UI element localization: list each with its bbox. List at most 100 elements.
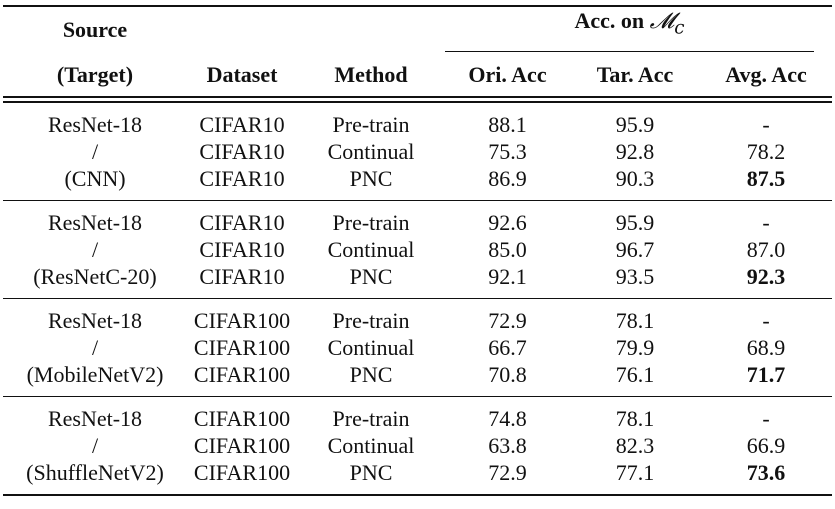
avg-acc-cell: - — [762, 308, 770, 334]
header-row-1: Source Acc. on 𝓜c — [3, 4, 832, 53]
table-body: ResNet-18 CIFAR10 Pre-train 88.1 95.9 - / CIFAR… — [3, 103, 832, 497]
dataset-cell: CIFAR100 — [193, 335, 291, 361]
header-avg-acc: Avg. Acc — [725, 61, 807, 87]
source-cell: ResNet-18 — [47, 112, 143, 138]
tar-acc-cell: 79.9 — [615, 335, 655, 361]
source-cell: (MobileNetV2) — [26, 362, 164, 388]
source-cell: ResNet-18 — [47, 308, 143, 334]
acc-group-math: 𝓜c — [649, 9, 685, 38]
table-row: (CNN) CIFAR10 PNC 86.9 90.3 87.5 — [3, 165, 832, 201]
acc-group-symbol: 𝓜 — [649, 9, 675, 34]
method-cell: PNC — [349, 166, 393, 192]
dataset-cell: CIFAR10 — [199, 237, 285, 263]
header-double-rule — [3, 96, 832, 104]
dataset-cell: CIFAR100 — [187, 459, 297, 497]
avg-acc-cell: 92.3 — [746, 264, 786, 290]
tar-acc-cell: 95.9 — [615, 112, 655, 138]
method-cell: Pre-train — [332, 308, 410, 334]
table-row: / CIFAR100 Continual 66.7 79.9 68.9 — [3, 334, 832, 361]
header-source: Source — [3, 4, 187, 53]
avg-acc-cell: 87.5 — [746, 166, 786, 192]
method-cell: Pre-train — [332, 210, 410, 236]
separator-cell — [3, 396, 832, 398]
method-cell: Continual — [327, 433, 415, 459]
source-cell: / — [91, 237, 99, 263]
table-row: / CIFAR10 Continual 85.0 96.7 87.0 — [3, 236, 832, 263]
avg-acc-cell: - — [762, 406, 770, 432]
dataset-cell: CIFAR100 — [193, 308, 291, 334]
acc-group-subscript: c — [674, 17, 685, 39]
dataset-cell: CIFAR100 — [193, 362, 291, 388]
ori-acc-cell: 75.3 — [488, 139, 527, 165]
source-cell: (ResNetC-20) — [33, 264, 157, 290]
header-target: (Target) — [56, 61, 134, 87]
avg-acc-cell: 66.9 — [746, 433, 786, 459]
results-table: Source Acc. on 𝓜c (Target) Dataset Metho… — [3, 4, 832, 497]
table-row: ResNet-18 CIFAR10 Pre-train 92.6 95.9 - — [3, 201, 832, 236]
ori-acc-cell: 88.1 — [488, 112, 527, 138]
avg-acc-cell: - — [762, 210, 770, 236]
ori-acc-cell: 70.8 — [488, 362, 527, 388]
method-cell: Pre-train — [332, 406, 410, 432]
ori-acc-cell: 92.6 — [488, 210, 527, 236]
tar-acc-cell: 78.1 — [615, 406, 655, 432]
header-row-2: (Target) Dataset Method Ori. Acc Tar. Ac… — [3, 52, 832, 96]
tar-acc-cell: 95.9 — [615, 210, 655, 236]
tar-acc-cell: 76.1 — [615, 362, 655, 388]
header-dataset: Dataset — [206, 61, 278, 87]
dataset-cell: CIFAR10 — [199, 210, 285, 236]
group-separator — [3, 200, 832, 202]
dataset-cell: CIFAR10 — [199, 112, 285, 138]
source-cell: (CNN) — [64, 166, 126, 192]
source-cell: / — [91, 139, 99, 165]
dataset-cell: CIFAR10 — [199, 139, 285, 165]
tar-acc-cell: 78.1 — [615, 308, 655, 334]
avg-acc-cell: 78.2 — [746, 139, 786, 165]
tar-acc-cell: 90.3 — [615, 166, 655, 192]
group-separator — [3, 298, 832, 300]
ori-acc-cell: 72.9 — [445, 459, 570, 497]
ori-acc-cell: 74.8 — [488, 406, 527, 432]
avg-acc-cell: 87.0 — [746, 237, 786, 263]
method-cell: PNC — [297, 459, 445, 497]
table-row: / CIFAR10 Continual 75.3 92.8 78.2 — [3, 138, 832, 165]
tar-acc-cell: 82.3 — [615, 433, 655, 459]
table-row: ResNet-18 CIFAR10 Pre-train 88.1 95.9 - — [3, 103, 832, 138]
separator-cell — [3, 298, 832, 300]
ori-acc-cell: 92.1 — [488, 264, 527, 290]
ori-acc-cell: 66.7 — [488, 335, 527, 361]
tar-acc-cell: 77.1 — [570, 459, 700, 497]
rule-line-2 — [3, 101, 832, 104]
avg-acc-cell: - — [762, 112, 770, 138]
acc-group-label: Acc. on 𝓜c — [445, 7, 814, 53]
table-row: ResNet-18 CIFAR100 Pre-train 74.8 78.1 - — [3, 397, 832, 432]
tar-acc-cell: 96.7 — [615, 237, 655, 263]
source-cell: / — [91, 433, 99, 459]
group-separator — [3, 396, 832, 398]
header-tar-acc: Tar. Acc — [596, 61, 674, 87]
ori-acc-cell: 72.9 — [488, 308, 527, 334]
double-rule-cell — [3, 96, 832, 104]
table-row: / CIFAR100 Continual 63.8 82.3 66.9 — [3, 432, 832, 459]
method-cell: PNC — [349, 264, 393, 290]
header-ori-acc: Ori. Acc — [468, 61, 547, 87]
source-cell: ResNet-18 — [47, 406, 143, 432]
table-row: (MobileNetV2) CIFAR100 PNC 70.8 76.1 71.7 — [3, 361, 832, 397]
ori-acc-cell: 63.8 — [488, 433, 527, 459]
header-method: Method — [334, 61, 408, 87]
table-row: (ShuffleNetV2) CIFAR100 PNC 72.9 77.1 73.6 — [3, 459, 832, 497]
header-acc-group: Acc. on 𝓜c — [445, 4, 832, 53]
avg-acc-cell: 68.9 — [746, 335, 786, 361]
header-empty-method — [297, 4, 445, 53]
dataset-cell: CIFAR10 — [199, 264, 285, 290]
table-row: (ResNetC-20) CIFAR10 PNC 92.1 93.5 92.3 — [3, 263, 832, 299]
rule-line-1 — [3, 96, 832, 101]
ori-acc-cell: 86.9 — [488, 166, 527, 192]
dataset-cell: CIFAR10 — [199, 166, 285, 192]
dataset-cell: CIFAR100 — [193, 406, 291, 432]
method-cell: Continual — [327, 237, 415, 263]
dataset-cell: CIFAR100 — [193, 433, 291, 459]
method-cell: Pre-train — [332, 112, 410, 138]
source-cell: (ShuffleNetV2) — [3, 459, 187, 497]
